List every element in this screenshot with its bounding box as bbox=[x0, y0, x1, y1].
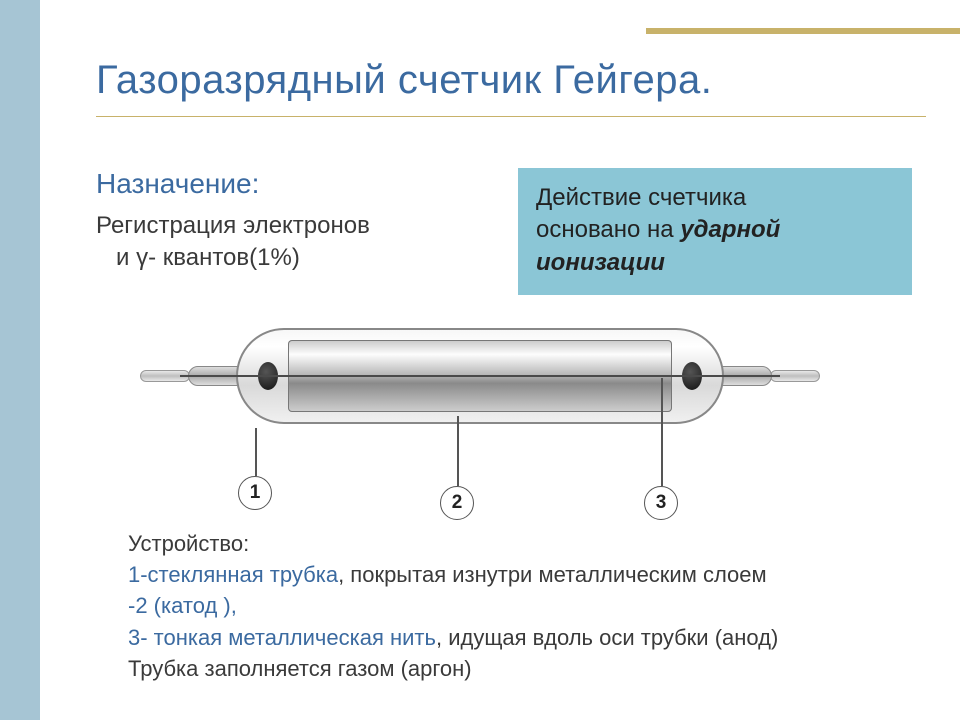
geiger-tube-diagram bbox=[140, 326, 820, 426]
purpose-line-2: и γ- квантов(1%) bbox=[116, 244, 300, 271]
purpose-line-1: Регистрация электронов bbox=[96, 212, 370, 239]
device-description: Устройство: 1-стеклянная трубка, покрыта… bbox=[128, 528, 898, 684]
callout-1-leader bbox=[255, 428, 257, 476]
device-line1-rest: , покрытая изнутри металлическим слоем bbox=[338, 562, 767, 587]
purpose-text: Регистрация электронов и γ- квантов(1%) bbox=[96, 210, 370, 275]
principle-text-a: Действие счетчика bbox=[536, 184, 746, 211]
callout-3: 3 bbox=[644, 486, 678, 520]
callout-3-leader bbox=[661, 378, 663, 486]
principle-box: Действие счетчика основано на ударной ио… bbox=[518, 168, 912, 295]
slide-title: Газоразрядный счетчик Гейгера. bbox=[96, 58, 916, 103]
device-line1-term: 1-стеклянная трубка bbox=[128, 562, 338, 587]
anode-wire bbox=[180, 375, 780, 377]
purpose-heading: Назначение: bbox=[96, 168, 259, 200]
title-wrap: Газоразрядный счетчик Гейгера. bbox=[96, 58, 916, 103]
device-line2: -2 (катод ), bbox=[128, 593, 237, 618]
device-line3-term: 3- тонкая металлическая нить bbox=[128, 625, 436, 650]
device-line4: Трубка заполняется газом (аргон) bbox=[128, 656, 472, 681]
device-line3-rest: , идущая вдоль оси трубки (анод) bbox=[436, 625, 778, 650]
callout-2-leader bbox=[457, 416, 459, 486]
side-accent-bar bbox=[0, 0, 40, 720]
callout-1: 1 bbox=[238, 476, 272, 510]
title-accent-rule bbox=[646, 28, 960, 34]
title-underline bbox=[96, 116, 926, 117]
device-heading: Устройство: bbox=[128, 531, 249, 556]
callout-2: 2 bbox=[440, 486, 474, 520]
principle-text-b: основано на bbox=[536, 216, 680, 243]
